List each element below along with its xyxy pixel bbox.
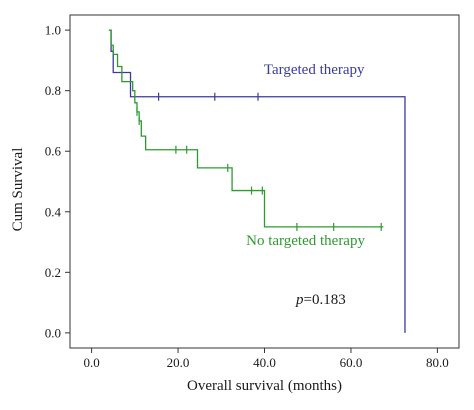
- y-tick-label: 0.8: [45, 83, 61, 98]
- x-tick-label: 80.0: [426, 355, 449, 370]
- y-tick-label: 0.4: [45, 204, 62, 219]
- p-value-annotation: p=0.183: [295, 292, 346, 308]
- x-tick-label: 20.0: [167, 355, 190, 370]
- x-axis: 0.0 20.0 40.0 60.0 80.0: [83, 348, 449, 370]
- x-tick-label: 40.0: [253, 355, 276, 370]
- p-value-symbol: p: [295, 292, 304, 308]
- y-axis: 0.0 0.2 0.4 0.6 0.8 1.0: [45, 23, 70, 340]
- y-axis-title: Cum Survival: [10, 148, 26, 232]
- series-label: No targeted therapy: [246, 233, 365, 249]
- y-tick-label: 1.0: [45, 23, 61, 38]
- y-tick-label: 0.0: [45, 325, 61, 340]
- x-axis-title: Overall survival (months): [187, 378, 342, 394]
- x-tick-label: 0.0: [83, 355, 99, 370]
- survival-curve: [108, 29, 384, 228]
- y-tick-label: 0.2: [45, 265, 61, 280]
- series-label: Targeted therapy: [264, 62, 365, 78]
- p-value-number: =0.183: [304, 292, 346, 308]
- series-targeted-therapy: Targeted therapy: [108, 29, 406, 333]
- x-tick-label: 60.0: [340, 355, 363, 370]
- series-layer: Targeted therapy No targeted therapy: [108, 29, 406, 333]
- y-tick-label: 0.6: [45, 144, 62, 159]
- series-no-targeted-therapy: No targeted therapy: [108, 29, 384, 249]
